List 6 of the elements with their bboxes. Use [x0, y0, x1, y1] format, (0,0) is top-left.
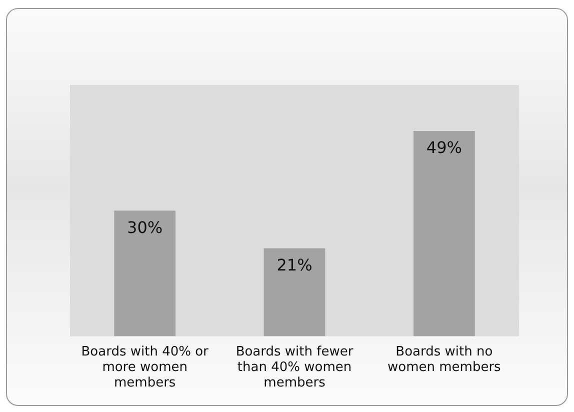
x-tick-label: Boards with no women members [388, 344, 502, 375]
x-tick-label: Boards with 40% or more women members [81, 344, 210, 391]
data-label: 49% [426, 138, 462, 158]
x-tick-label: Boards with fewer than 40% women members [236, 344, 354, 391]
data-label: 21% [276, 255, 312, 274]
data-label: 30% [127, 218, 163, 237]
